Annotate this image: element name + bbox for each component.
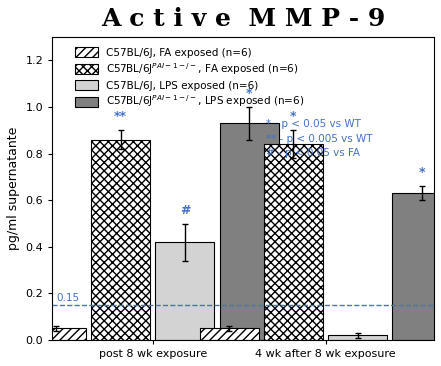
Text: 0.15: 0.15: [56, 293, 79, 303]
Bar: [328, 335, 387, 340]
Y-axis label: pg/ml supernatante: pg/ml supernatante: [7, 127, 20, 250]
Bar: [155, 242, 214, 340]
Legend: C57BL/6J, FA exposed (n=6), C57BL/6J$^{PAI-1-/-}$, FA exposed (n=6), C57BL/6J, L: C57BL/6J, FA exposed (n=6), C57BL/6J$^{P…: [73, 45, 306, 112]
Text: *: *: [290, 110, 297, 123]
Bar: [264, 144, 323, 340]
Text: * - p < 0.05 vs WT
** - p < 0.005 vs WT
# - p < 0.05 vs FA: * - p < 0.05 vs WT ** - p < 0.005 vs WT …: [266, 119, 373, 158]
Bar: [392, 193, 441, 340]
Text: **: **: [114, 110, 127, 123]
Text: *: *: [246, 87, 252, 100]
Text: *: *: [419, 166, 425, 179]
Bar: [91, 139, 150, 340]
Text: #: #: [179, 203, 190, 217]
Bar: [220, 123, 279, 340]
Bar: [199, 328, 259, 340]
Bar: [27, 328, 86, 340]
Title: A c t i v e  M M P - 9: A c t i v e M M P - 9: [101, 7, 385, 31]
